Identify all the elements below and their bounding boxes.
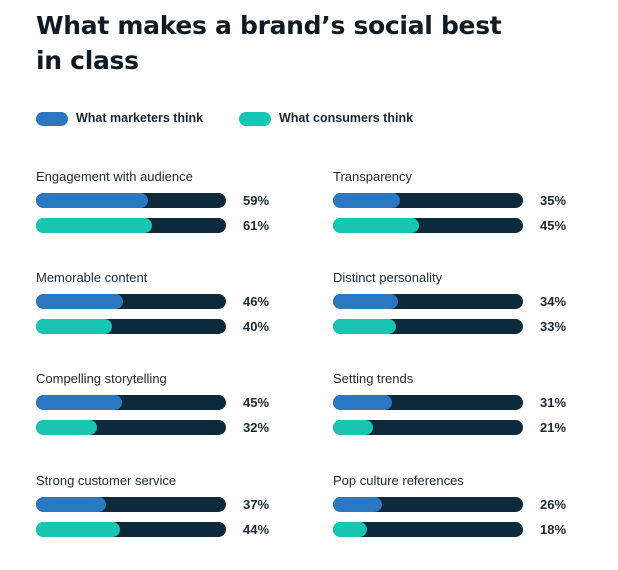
category-group-memorable-content: Memorable content 46% 40% xyxy=(36,270,286,350)
value-label-marketers: 59% xyxy=(243,192,270,208)
bar-track-consumers xyxy=(333,420,523,435)
category-label: Transparency xyxy=(333,169,412,184)
value-label-consumers: 21% xyxy=(540,419,567,435)
bar-track-consumers xyxy=(333,522,523,537)
bar-track-consumers xyxy=(36,420,226,435)
category-label: Compelling storytelling xyxy=(36,371,167,386)
value-label-marketers: 35% xyxy=(540,192,567,208)
category-label: Engagement with audience xyxy=(36,169,193,184)
bar-marketers xyxy=(333,497,383,512)
legend-swatch-consumers xyxy=(239,112,271,126)
legend-label-marketers: What marketers think xyxy=(76,111,204,125)
value-label-marketers: 31% xyxy=(540,394,567,410)
value-label-consumers: 61% xyxy=(243,217,270,233)
bar-marketers xyxy=(36,294,124,309)
bar-consumers xyxy=(333,522,368,537)
bar-track-marketers xyxy=(36,395,226,410)
chart-title: What makes a brand’s social best in clas… xyxy=(36,11,502,75)
bar-marketers xyxy=(36,193,149,208)
bar-marketers xyxy=(36,395,122,410)
bar-consumers xyxy=(36,420,97,435)
bar-track-marketers xyxy=(36,497,226,512)
value-label-consumers: 18% xyxy=(540,521,567,537)
value-label-consumers: 40% xyxy=(243,318,270,334)
value-label-marketers: 46% xyxy=(243,293,270,309)
bar-consumers xyxy=(36,522,120,537)
bar-track-marketers xyxy=(333,193,523,208)
value-label-marketers: 26% xyxy=(540,496,567,512)
category-label: Setting trends xyxy=(333,371,414,386)
bar-track-consumers xyxy=(36,319,226,334)
bar-track-consumers xyxy=(36,522,226,537)
category-group-distinct-personality: Distinct personality 34% 33% xyxy=(333,270,583,350)
bar-track-consumers xyxy=(36,218,226,233)
category-group-setting-trends: Setting trends 31% 21% xyxy=(333,371,583,451)
category-group-transparency: Transparency 35% 45% xyxy=(333,169,583,249)
category-label: Strong customer service xyxy=(36,473,177,488)
bar-consumers xyxy=(333,218,419,233)
value-label-marketers: 45% xyxy=(243,394,270,410)
bar-consumers xyxy=(333,319,396,334)
bar-consumers xyxy=(36,319,112,334)
bar-marketers xyxy=(333,193,400,208)
value-label-consumers: 32% xyxy=(243,419,270,435)
legend-swatch-marketers xyxy=(36,112,68,126)
bar-track-marketers xyxy=(36,193,226,208)
bar-marketers xyxy=(333,395,392,410)
category-label: Pop culture references xyxy=(333,473,464,488)
bar-track-marketers xyxy=(36,294,226,309)
category-group-compelling-storytelling: Compelling storytelling 45% 32% xyxy=(36,371,286,451)
category-group-strong-customer-service: Strong customer service 37% 44% xyxy=(36,473,286,553)
category-label: Distinct personality xyxy=(333,270,443,285)
value-label-consumers: 33% xyxy=(540,318,567,334)
bar-marketers xyxy=(36,497,107,512)
bar-consumers xyxy=(36,218,152,233)
value-label-consumers: 45% xyxy=(540,217,567,233)
bar-track-marketers xyxy=(333,294,523,309)
legend-label-consumers: What consumers think xyxy=(279,111,414,125)
bar-track-consumers xyxy=(333,319,523,334)
category-label: Memorable content xyxy=(36,270,148,285)
bar-track-consumers xyxy=(333,218,523,233)
bar-consumers xyxy=(333,420,373,435)
bar-track-marketers xyxy=(333,395,523,410)
bar-marketers xyxy=(333,294,398,309)
value-label-consumers: 44% xyxy=(243,521,270,537)
category-group-engagement-with-audience: Engagement with audience 59% 61% xyxy=(36,169,286,249)
value-label-marketers: 34% xyxy=(540,293,567,309)
bar-track-marketers xyxy=(333,497,523,512)
value-label-marketers: 37% xyxy=(243,496,270,512)
category-group-pop-culture-references: Pop culture references 26% 18% xyxy=(333,473,583,553)
